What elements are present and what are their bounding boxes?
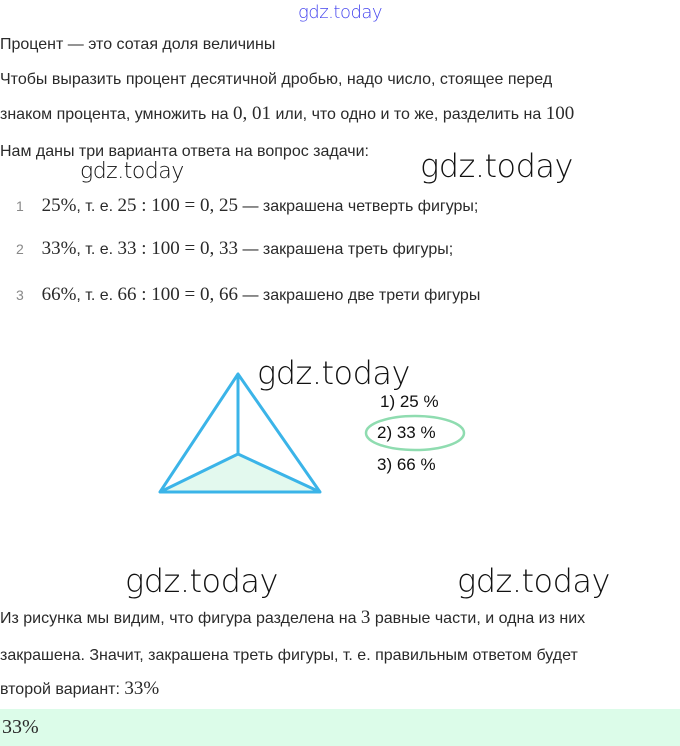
item-number: 3 xyxy=(16,287,24,303)
list-item: 1 25%, т. е. 25 : 100 = 0, 25 — закрашен… xyxy=(16,196,478,217)
watermark: gdz.today xyxy=(298,2,383,23)
median-line xyxy=(159,452,239,494)
math: 0, 01 xyxy=(233,103,272,124)
math: 33% xyxy=(41,238,77,259)
text: равные части, и одна из них xyxy=(370,610,586,627)
median-line xyxy=(237,452,321,494)
selected-circle xyxy=(364,414,466,452)
text: или, что одно и то же, разделить на xyxy=(271,106,546,123)
answer-box: 33% xyxy=(0,709,680,746)
options-intro: Нам даны три варианта ответа на вопрос з… xyxy=(0,143,369,160)
rule-line-2: знаком процента, умножить на 0, 01 или, … xyxy=(0,104,574,125)
watermark: gdz.today xyxy=(420,147,573,185)
math: 3 xyxy=(360,607,371,628)
text: , т. е. xyxy=(76,198,118,215)
figure-choice-selected: 2) 33 % xyxy=(377,423,436,442)
rule-line-1: Чтобы выразить процент десятичной дробью… xyxy=(0,71,553,88)
shaded-part xyxy=(160,454,320,492)
text: второй вариант: xyxy=(0,681,125,698)
math: 100 xyxy=(545,103,575,124)
figure-choice: 1) 25 % xyxy=(380,392,439,411)
text: , т. е. xyxy=(76,241,118,258)
list-item: 3 66%, т. е. 66 : 100 = 0, 66 — закрашен… xyxy=(16,285,480,306)
watermark: gdz.today xyxy=(125,562,278,600)
math: 25% xyxy=(41,195,77,216)
definition-text: Процент — это сотая доля величины xyxy=(0,36,276,53)
math: 25 : 100 = 0, 25 xyxy=(117,195,239,216)
watermark: gdz.today xyxy=(80,159,184,184)
math: 66 : 100 = 0, 66 xyxy=(117,284,239,305)
math: 33% xyxy=(124,678,160,699)
figure-choice: 3) 66 % xyxy=(377,455,436,474)
watermark: gdz.today xyxy=(257,354,410,392)
conclusion-line-1: Из рисунка мы видим, что фигура разделен… xyxy=(0,608,585,629)
text: — закрашена четверть фигуры; xyxy=(238,198,479,215)
item-number: 2 xyxy=(16,241,24,257)
answer-value: 33% xyxy=(2,716,39,738)
text: Из рисунка мы видим, что фигура разделен… xyxy=(0,610,361,627)
list-item: 2 33%, т. е. 33 : 100 = 0, 33 — закрашен… xyxy=(16,239,453,260)
triangle-outline xyxy=(158,372,322,494)
text: , т. е. xyxy=(76,287,118,304)
text: знаком процента, умножить на xyxy=(0,106,234,123)
text: — закрашено две трети фигуры xyxy=(238,287,481,304)
text: — закрашена треть фигуры; xyxy=(238,241,454,258)
conclusion-line-2: закрашена. Значит, закрашена треть фигур… xyxy=(0,647,578,664)
conclusion-line-3: второй вариант: 33% xyxy=(0,679,159,700)
math: 33 : 100 = 0, 33 xyxy=(117,238,239,259)
item-number: 1 xyxy=(16,198,24,214)
math: 66% xyxy=(41,284,77,305)
watermark: gdz.today xyxy=(457,562,610,600)
